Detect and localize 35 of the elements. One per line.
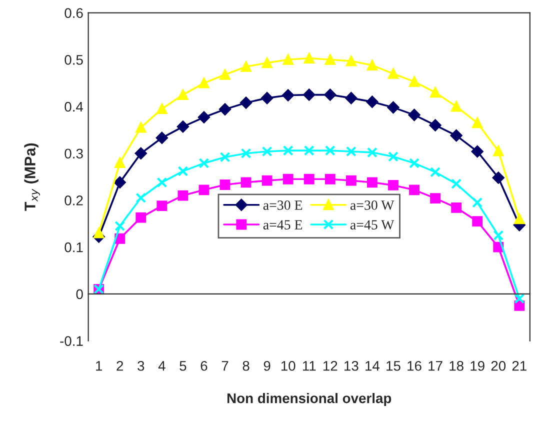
x-tick-label: 18 <box>450 360 464 371</box>
x-tick-label: 2 <box>116 360 124 371</box>
y-tick-label: 0.5 <box>64 54 83 65</box>
x-axis-title: Non dimensional overlap <box>227 393 392 406</box>
y-tick-label: 0 <box>76 289 83 300</box>
x-tick-label: 9 <box>264 360 270 371</box>
x-tick-label: 3 <box>138 360 144 371</box>
x-tick-label: 14 <box>366 361 380 371</box>
x-tick-label: 17 <box>428 361 442 371</box>
legend-label: a=45 W <box>350 220 394 230</box>
legend-label: a=45 E <box>263 220 302 230</box>
x-tick-label: 21 <box>512 360 526 371</box>
x-tick-label: 11 <box>302 361 316 371</box>
x-tick-label: 20 <box>491 360 506 371</box>
y-tick-label: -0.1 <box>60 336 83 346</box>
y-tick-label: 0.3 <box>64 148 83 159</box>
x-tick-label: 4 <box>158 361 166 371</box>
y-tick-label: 0.1 <box>64 242 83 252</box>
x-tick-label: 13 <box>344 360 358 371</box>
legend-label: a=30 W <box>350 200 394 210</box>
y-axis-title: T$_{xy}$ (MPa) <box>24 143 40 211</box>
y-tick-label: 0.6 <box>64 8 83 18</box>
x-tick-label: 19 <box>470 360 484 371</box>
x-tick-label: 5 <box>180 361 186 371</box>
legend-label: a=30 E <box>263 200 302 210</box>
x-tick-label: 1 <box>96 361 102 371</box>
y-tick-label: 0.4 <box>64 102 84 112</box>
x-tick-label: 7 <box>222 361 228 371</box>
x-tick-label: 10 <box>281 360 296 371</box>
x-tick-label: 8 <box>242 360 250 371</box>
x-tick-label: 12 <box>323 360 338 371</box>
x-tick-label: 6 <box>200 360 208 371</box>
x-tick-label: 15 <box>386 361 400 371</box>
x-tick-label: 16 <box>408 360 422 371</box>
y-tick-label: 0.2 <box>64 196 83 206</box>
